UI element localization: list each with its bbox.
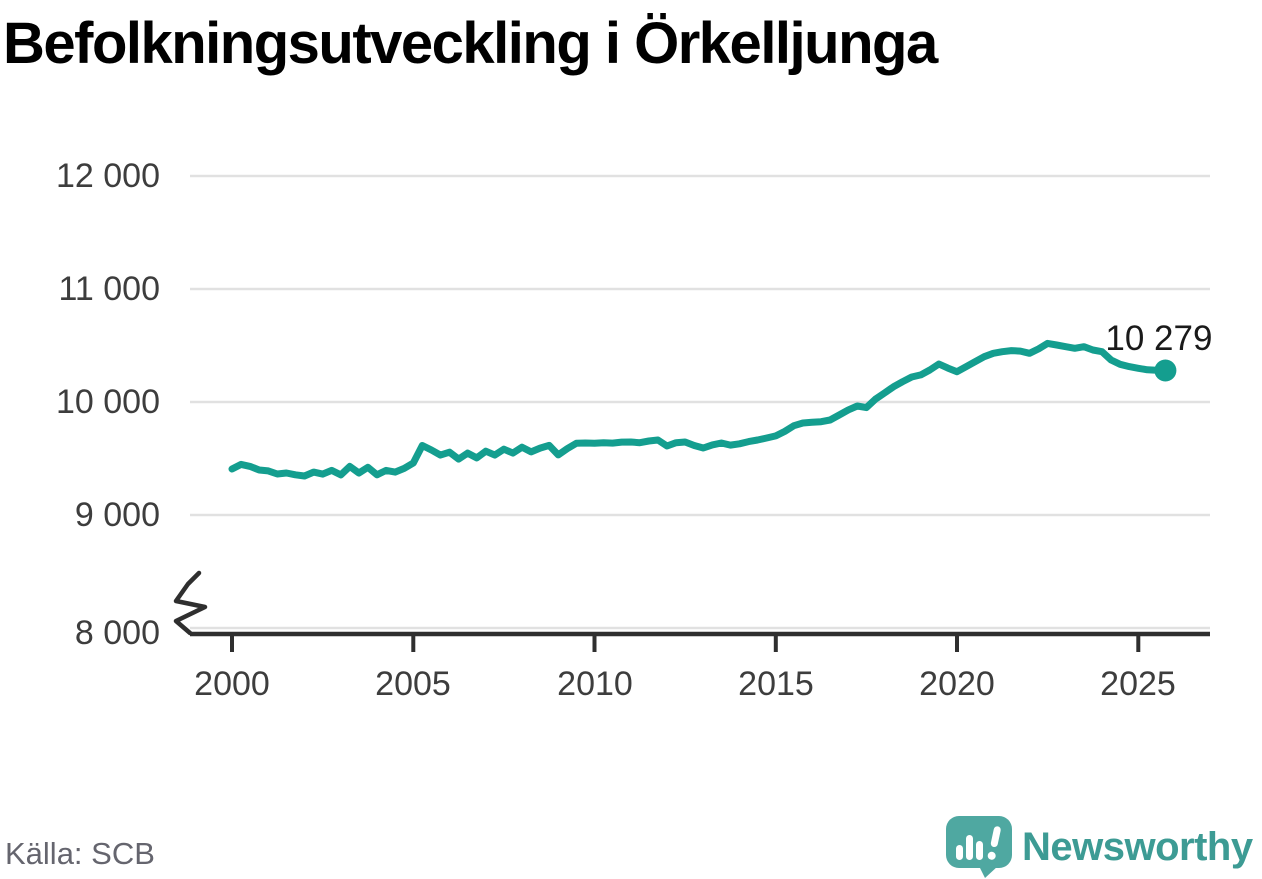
x-tick-label: 2005 [375, 665, 451, 703]
x-tick-label: 2010 [557, 665, 633, 703]
y-tick-label: 8 000 [74, 614, 160, 652]
gridlines [190, 174, 1210, 630]
y-tick-label: 10 000 [56, 383, 160, 421]
chart-title: Befolkningsutveckling i Örkelljunga [3, 11, 938, 76]
population-line [228, 339, 1169, 480]
axis-break-icon [173, 570, 208, 636]
x-tick-label: 2025 [1100, 665, 1176, 703]
end-point-marker [1154, 359, 1177, 382]
bar-icon [956, 845, 963, 860]
newsworthy-wordmark: Newsworthy [1022, 825, 1253, 869]
newsworthy-logo-icon [946, 816, 1012, 878]
y-tick-label: 9 000 [74, 496, 160, 534]
x-axis [190, 631, 1210, 652]
y-tick-label: 11 000 [58, 270, 160, 308]
exclamation-icon [987, 826, 1001, 860]
x-tick-label: 2020 [919, 665, 995, 703]
newsworthy-logo: Newsworthy [946, 815, 1262, 879]
bar-icon [976, 841, 983, 860]
y-tick-label: 12 000 [56, 157, 160, 195]
x-tick-label: 2015 [738, 665, 814, 703]
end-value-label: 10 279 [1105, 319, 1213, 359]
source-label: Källa: SCB [5, 836, 155, 871]
x-tick-label: 2000 [194, 665, 270, 703]
bar-icon [966, 835, 973, 860]
